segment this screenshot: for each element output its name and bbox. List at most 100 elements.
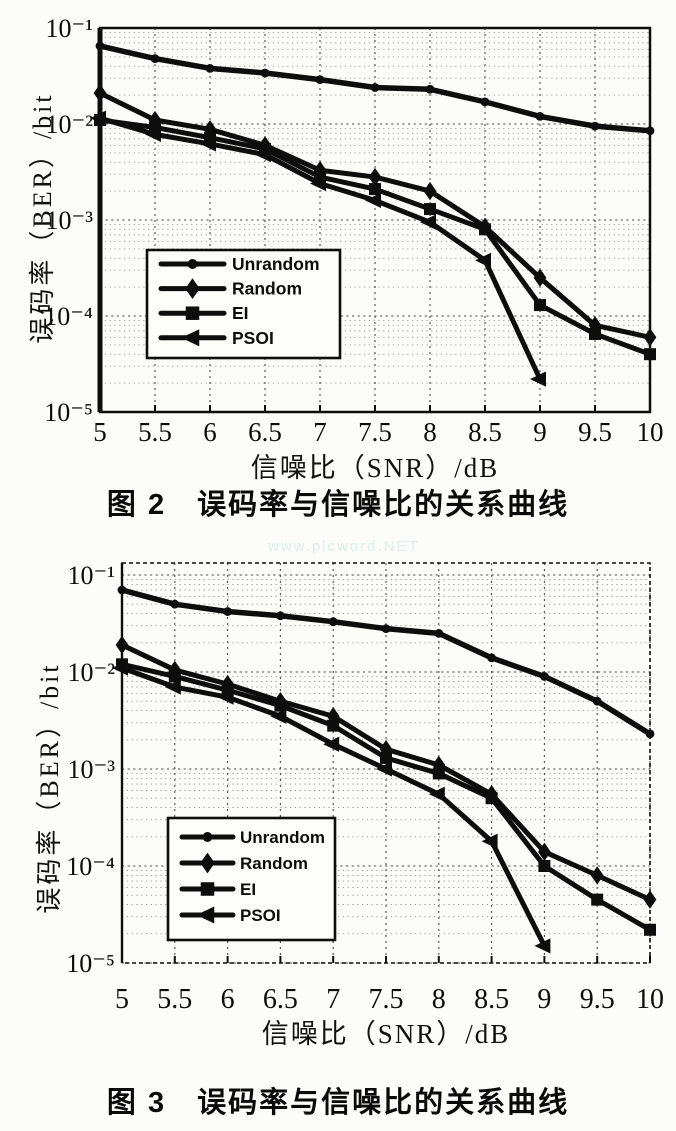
marker-square-ei — [485, 792, 498, 805]
legend-label-random: Random — [240, 854, 308, 873]
x-tick-label: 10 — [636, 984, 664, 1015]
legend-label-random: Random — [232, 279, 302, 299]
marker-triangle-left-psoi — [475, 252, 491, 268]
marker-diamond-random — [538, 842, 551, 862]
x-tick-label: 7.5 — [358, 417, 392, 447]
marker-triangle-left-psoi — [428, 786, 445, 802]
marker-dot-unrandom — [328, 617, 338, 627]
marker-triangle-left-psoi — [145, 126, 161, 142]
marker-dot-unrandom — [381, 624, 391, 634]
marker-diamond-random — [643, 890, 657, 909]
marker-diamond-random — [148, 110, 162, 130]
marker-square-ei — [479, 223, 491, 236]
marker-square-ei — [380, 751, 392, 764]
y-tick-label: 10⁻⁵ — [44, 398, 93, 427]
legend-marker-unrandom — [187, 259, 198, 269]
marker-diamond-random — [533, 268, 547, 287]
marker-dot-unrandom — [170, 599, 180, 609]
marker-diamond-random — [115, 635, 129, 655]
legend-marker-random — [200, 852, 215, 874]
marker-triangle-left-psoi — [90, 110, 106, 126]
marker-dot-unrandom — [590, 121, 600, 131]
x-tick-label: 8.5 — [474, 984, 509, 1015]
y-tick-label: 10⁻¹ — [67, 561, 115, 590]
marker-dot-unrandom — [645, 126, 655, 136]
marker-triangle-left-psoi — [530, 371, 546, 387]
marker-dot-unrandom — [540, 672, 549, 681]
marker-square-ei — [424, 203, 436, 216]
figure2-x-axis-label: 信噪比（SNR）/dB — [250, 453, 500, 483]
x-tick-label: 7.5 — [369, 984, 404, 1015]
figure3-ber-snr-chart: 10⁻¹ 10⁻² 10⁻³ 10⁻⁴ 10⁻⁵5 5.5 6 6.5 7 7.5 8 8.5 9 9.5… — [66, 561, 664, 1015]
marker-dot-unrandom — [434, 628, 444, 638]
marker-diamond-random — [379, 740, 393, 759]
marker-square-ei — [432, 767, 445, 780]
marker-diamond-random — [313, 161, 327, 180]
marker-dot-unrandom — [645, 729, 655, 739]
y-tick-label: 10⁻² — [45, 110, 93, 139]
marker-dot-unrandom — [150, 54, 160, 64]
x-tick-label: 6 — [203, 417, 217, 447]
marker-square-ei — [274, 699, 287, 712]
marker-triangle-left-psoi — [310, 175, 326, 192]
legend-marker-ei — [200, 882, 215, 896]
marker-triangle-left-psoi — [255, 147, 271, 163]
legend-marker-psoi — [196, 906, 215, 924]
marker-dot-unrandom — [315, 75, 325, 85]
figure3-x-axis-label: 信噪比（SNR）/dB — [261, 1019, 511, 1049]
marker-dot-unrandom — [592, 696, 602, 706]
y-tick-label: 10⁻³ — [67, 755, 115, 784]
marker-diamond-random — [93, 83, 107, 103]
watermark: www.plcword.NET — [268, 538, 420, 555]
marker-square-ei — [538, 860, 551, 872]
marker-diamond-random — [643, 328, 657, 347]
marker-dot-unrandom — [487, 653, 496, 663]
x-tick-label: 5 — [115, 984, 129, 1015]
marker-square-ei — [168, 670, 181, 683]
marker-triangle-left-psoi — [376, 761, 392, 777]
marker-triangle-left-psoi — [164, 679, 181, 695]
marker-square-ei — [591, 893, 604, 906]
figure3-y-axis-label: 误码率（BER）/bit — [35, 662, 64, 914]
legend-label-psoi: PSOI — [240, 906, 281, 925]
marker-triangle-left-psoi — [365, 192, 381, 209]
legend-label-ei: EI — [232, 303, 249, 323]
y-tick-label: 10⁻⁴ — [44, 302, 93, 331]
x-tick-label: 9 — [537, 984, 551, 1015]
x-tick-label: 10 — [637, 417, 664, 447]
figure2-ber-snr-chart: 10⁻¹ 10⁻² 10⁻³ 10⁻⁴ 10⁻⁵5 5.5 6 6.5 7 7.5 8 8.5 9 9.5… — [44, 14, 664, 447]
marker-square-ei — [534, 299, 546, 312]
marker-triangle-left-psoi — [534, 938, 551, 954]
marker-triangle-left-psoi — [323, 736, 340, 752]
marker-triangle-left-psoi — [217, 689, 234, 705]
marker-dot-unrandom — [276, 611, 285, 621]
x-tick-label: 6.5 — [248, 417, 282, 447]
marker-square-ei — [589, 327, 601, 340]
legend-marker-ei — [185, 306, 200, 320]
legend-label-psoi: PSOI — [232, 328, 274, 348]
marker-dot-unrandom — [95, 41, 105, 51]
marker-dot-unrandom — [223, 607, 233, 616]
marker-square-ei — [369, 183, 381, 196]
marker-triangle-left-psoi — [481, 833, 498, 849]
x-tick-label: 8 — [423, 417, 437, 447]
marker-diamond-random — [368, 167, 382, 187]
marker-triangle-left-psoi — [270, 708, 287, 724]
marker-diamond-random — [423, 181, 437, 201]
x-tick-label: 5 — [93, 417, 107, 447]
marker-dot-unrandom — [370, 83, 380, 92]
marker-square-ei — [644, 348, 656, 361]
legend-label-unrandom: Unrandom — [232, 254, 320, 274]
x-tick-label: 7 — [313, 417, 327, 447]
legend-marker-unrandom — [202, 832, 213, 842]
y-tick-label: 10⁻³ — [45, 206, 93, 235]
marker-square-ei — [327, 719, 340, 732]
figure2-caption: 图 2 误码率与信噪比的关系曲线 — [106, 489, 570, 521]
y-tick-label: 10⁻² — [67, 658, 115, 687]
x-tick-label: 6.5 — [263, 984, 298, 1015]
marker-triangle-left-psoi — [420, 214, 436, 230]
legend-label-ei: EI — [240, 880, 256, 899]
marker-diamond-random — [168, 660, 182, 680]
marker-triangle-left-psoi — [112, 660, 128, 676]
